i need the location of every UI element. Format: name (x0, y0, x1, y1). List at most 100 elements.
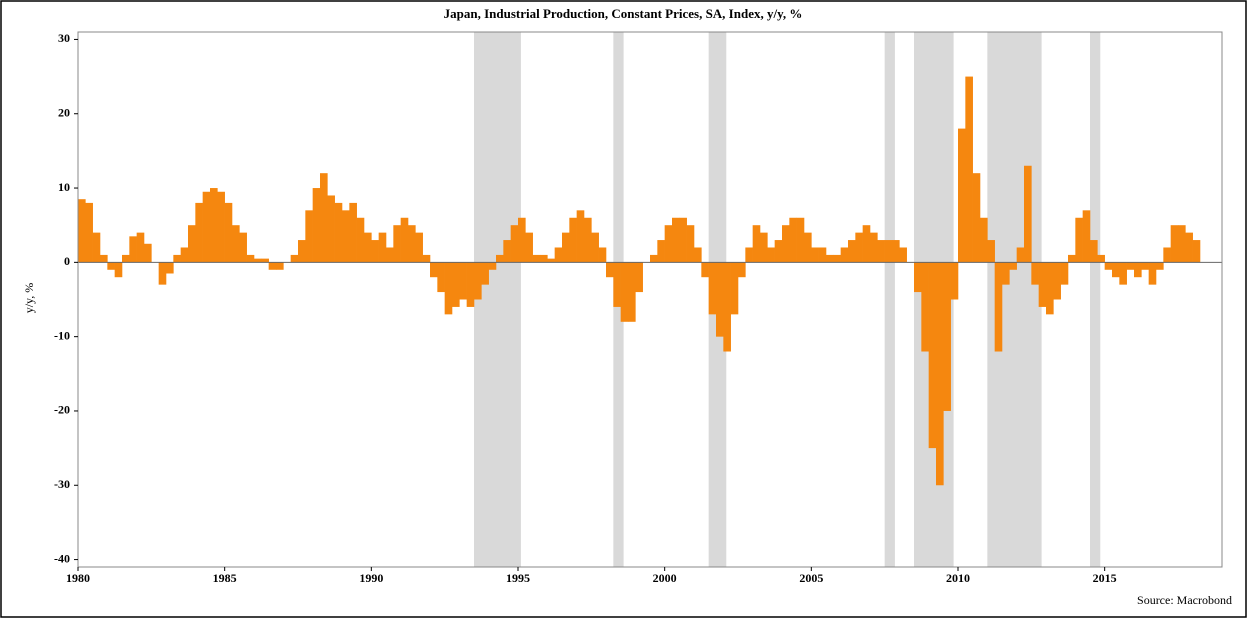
bar (972, 173, 981, 263)
y-tick-label: -30 (54, 477, 70, 491)
bar (892, 240, 900, 263)
chart-title: Japan, Industrial Production, Constant P… (444, 6, 803, 21)
bar (1082, 210, 1091, 263)
bar (136, 232, 145, 263)
y-tick-label: 30 (58, 31, 70, 45)
bar (811, 247, 819, 263)
bar (100, 254, 108, 263)
bar (591, 232, 599, 263)
bar (826, 254, 834, 263)
bar (518, 217, 526, 263)
bar (202, 191, 211, 263)
bar (877, 240, 885, 263)
bar (371, 240, 379, 263)
x-tick-label: 2000 (653, 571, 677, 585)
bar (356, 217, 365, 263)
bar (1009, 262, 1017, 270)
bar (950, 262, 959, 300)
bar (334, 202, 343, 263)
y-tick-label: 10 (58, 180, 70, 194)
bar (672, 217, 680, 263)
bar (804, 232, 812, 263)
x-tick-label: 1980 (66, 571, 90, 585)
bar (1024, 165, 1032, 263)
bar (422, 254, 431, 263)
bar (305, 210, 313, 263)
bar (408, 225, 416, 263)
bar (774, 240, 783, 263)
bar (342, 210, 350, 263)
bar (1053, 262, 1061, 300)
bar (1038, 262, 1047, 307)
x-tick-label: 1985 (213, 571, 237, 585)
bar (452, 262, 460, 307)
bar (180, 247, 189, 263)
bar (122, 254, 130, 263)
bar (796, 217, 805, 263)
bar (723, 262, 731, 352)
bar (1068, 254, 1076, 263)
bar (503, 240, 511, 263)
bar (840, 247, 849, 263)
y-axis-label: y/y, % (22, 283, 36, 314)
bar (1097, 254, 1105, 263)
bar (569, 217, 577, 263)
bar (980, 217, 988, 263)
plot-frame (77, 31, 1223, 568)
bar (224, 202, 233, 263)
bar (606, 262, 614, 278)
bar (870, 232, 878, 263)
bar (679, 217, 687, 263)
bar (1119, 262, 1127, 285)
bar (488, 262, 497, 270)
y-tick-label: -40 (54, 551, 70, 565)
bar (312, 188, 321, 263)
x-tick-label: 2015 (1093, 571, 1117, 585)
bar (364, 232, 372, 263)
bar (767, 247, 775, 263)
bar (914, 262, 922, 293)
bar (928, 262, 937, 449)
bar (532, 254, 541, 263)
bar (114, 262, 123, 278)
bar (958, 128, 966, 263)
bar (320, 173, 328, 263)
bar (1178, 225, 1186, 263)
bar (1156, 262, 1164, 270)
bar (1046, 262, 1054, 315)
bar (430, 262, 438, 278)
bar (239, 232, 247, 263)
x-tick-label: 2010 (946, 571, 970, 585)
bar (620, 262, 629, 322)
bar (540, 254, 548, 263)
bar (760, 232, 768, 263)
bar (686, 225, 695, 263)
bar (716, 262, 724, 337)
bar (393, 225, 401, 263)
bar (92, 232, 101, 263)
bar (166, 262, 174, 274)
bar (1148, 262, 1157, 285)
bar (943, 262, 951, 411)
bar (298, 240, 306, 263)
bar (657, 240, 665, 263)
bar (554, 247, 563, 263)
bar (1002, 262, 1010, 285)
bar (782, 225, 790, 263)
bar (701, 262, 709, 278)
bar (437, 262, 445, 293)
bar (444, 262, 453, 315)
bar (195, 202, 203, 263)
y-tick-label: -20 (54, 403, 70, 417)
bar (1104, 262, 1113, 270)
shaded-period (884, 32, 895, 567)
bar (188, 225, 196, 263)
bar (613, 262, 621, 307)
bar (789, 217, 797, 263)
bar (833, 254, 841, 263)
bar (848, 240, 856, 263)
bar (510, 225, 519, 263)
bar (1126, 262, 1135, 270)
x-tick-label: 1990 (359, 571, 383, 585)
bar (1016, 247, 1025, 263)
